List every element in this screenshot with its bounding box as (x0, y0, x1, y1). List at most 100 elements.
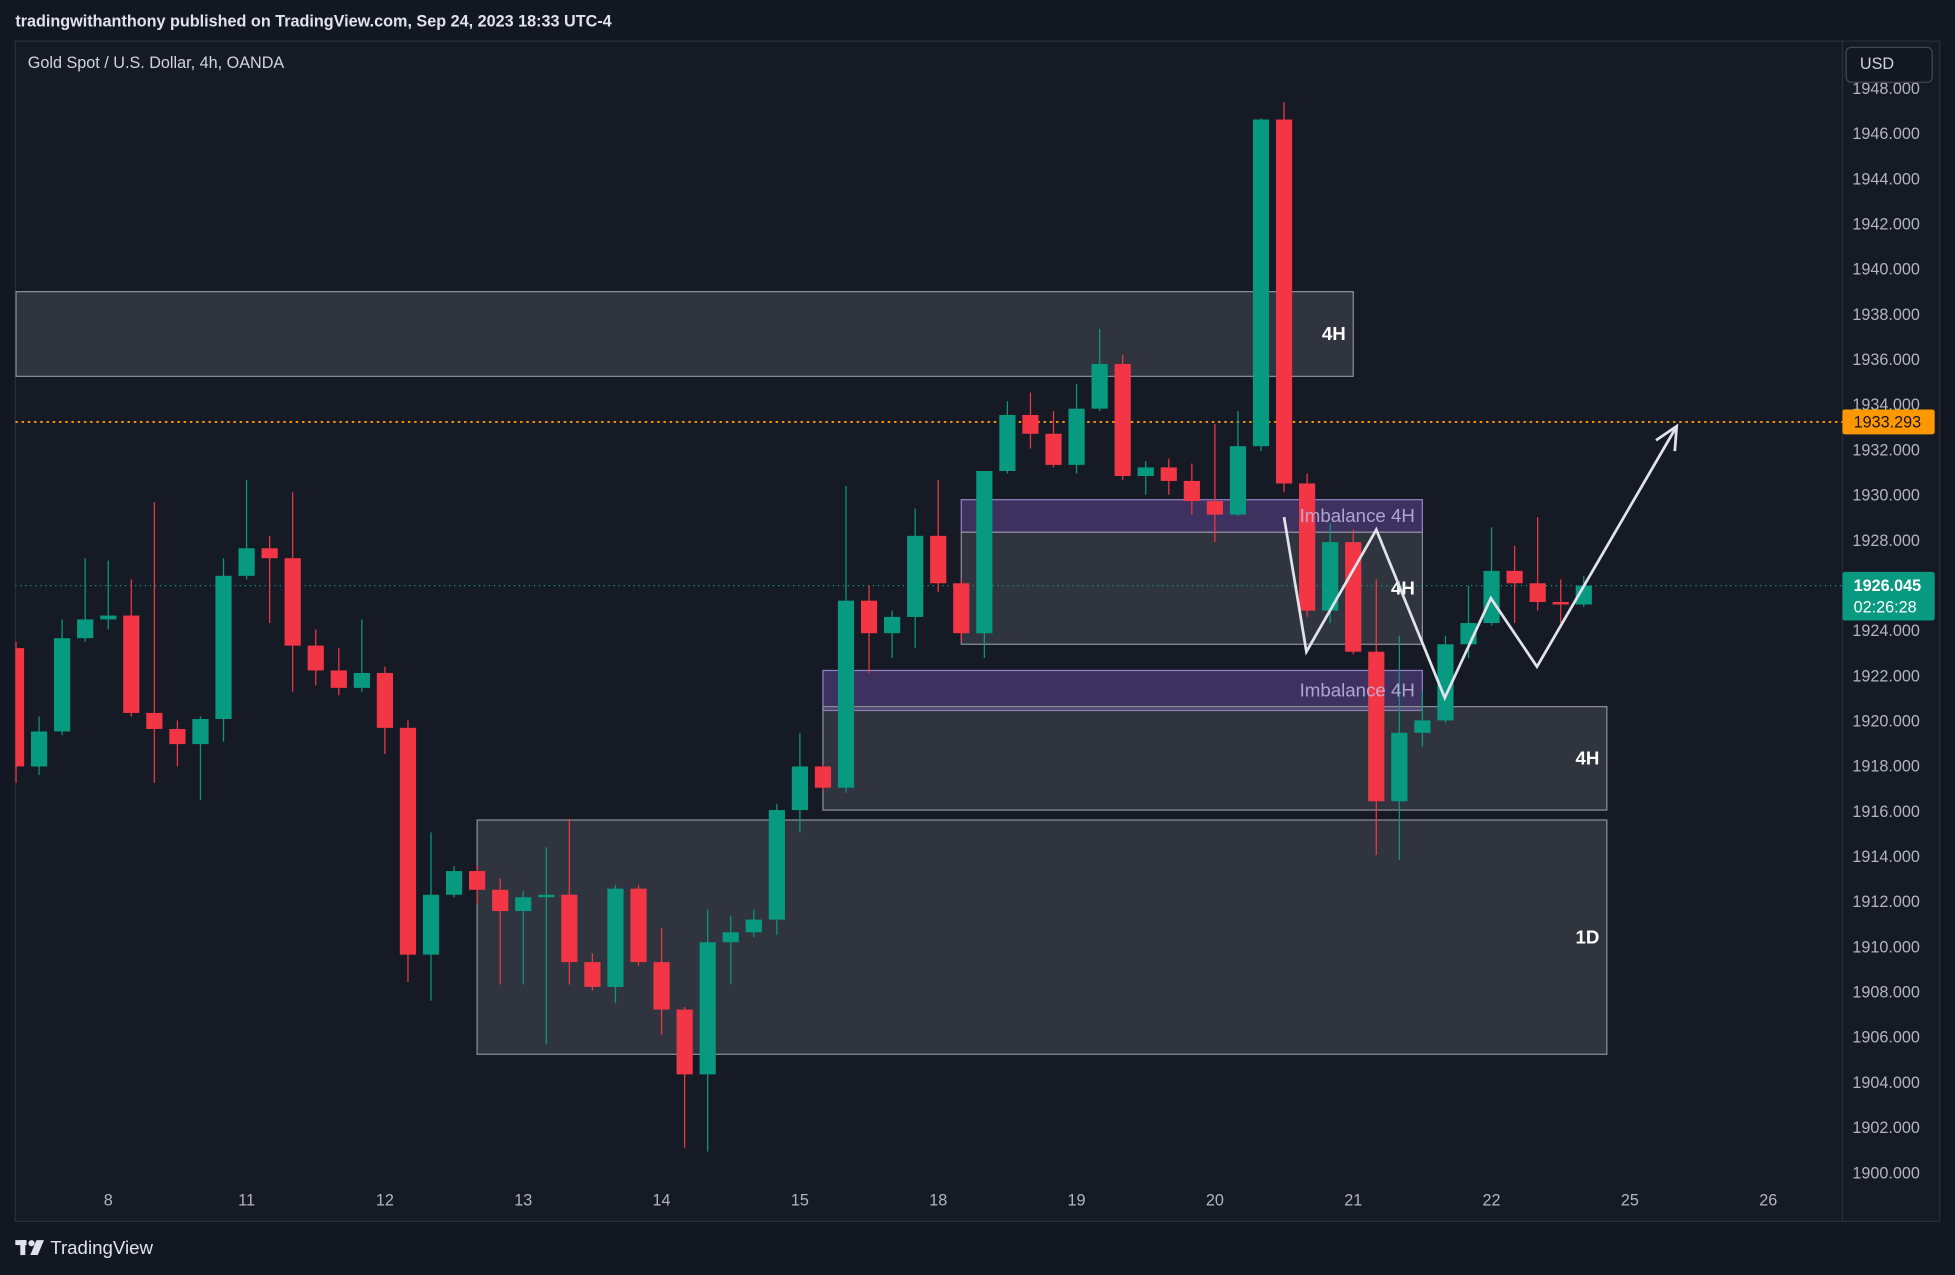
y-tick-label: 1906.000 (1852, 1029, 1920, 1047)
candle-body (1391, 732, 1408, 802)
candle-body (492, 889, 509, 912)
y-tick-label: 1920.000 (1852, 712, 1920, 730)
zone-label: 4H (1575, 748, 1599, 769)
y-tick-label: 1944.000 (1852, 170, 1920, 188)
x-tick-label: 15 (791, 1192, 809, 1210)
currency-label[interactable]: USD (1860, 55, 1894, 73)
projection-path (1282, 425, 1678, 702)
zone (15, 291, 1354, 377)
candle-body (1345, 542, 1362, 652)
y-tick-label: 1900.000 (1852, 1164, 1920, 1182)
candle-body (1022, 414, 1039, 434)
candle-body (15, 648, 25, 767)
candle-body (1114, 363, 1131, 476)
x-tick-label: 14 (653, 1192, 671, 1210)
price-level-badge (1842, 409, 1935, 435)
candle-body (1137, 467, 1154, 476)
candle-body (376, 672, 394, 728)
candle-body (54, 638, 71, 732)
candle-body (1229, 446, 1247, 515)
y-tick-label: 1918.000 (1852, 758, 1920, 776)
bar-countdown: 02:26:28 (1854, 598, 1917, 616)
last-price-label: 1926.045 (1854, 577, 1922, 595)
logo-part (20, 1240, 26, 1256)
x-tick-label: 18 (929, 1192, 947, 1210)
candle-body (215, 575, 232, 720)
y-tick-label: 1940.000 (1852, 261, 1920, 279)
candle-body (768, 810, 785, 920)
symbol-title: Gold Spot / U.S. Dollar, 4h, OANDA (28, 54, 285, 72)
candle-body (1299, 483, 1316, 611)
candle-body (330, 670, 347, 688)
candle-body (1275, 119, 1293, 484)
candle-body (192, 719, 209, 745)
y-tick-label: 1904.000 (1852, 1074, 1920, 1092)
x-tick-label: 20 (1206, 1192, 1224, 1210)
y-tick-label: 1948.000 (1852, 80, 1920, 98)
y-tick-label: 1942.000 (1852, 216, 1920, 234)
x-tick-label: 12 (376, 1192, 394, 1210)
zone-label: 1D (1575, 926, 1599, 947)
y-tick-label: 1936.000 (1852, 351, 1920, 369)
x-tick-label: 26 (1759, 1192, 1777, 1210)
candle-body (284, 558, 301, 646)
candle-body (1414, 720, 1431, 733)
y-tick-label: 1914.000 (1852, 848, 1920, 866)
y-tick-label: 1908.000 (1852, 984, 1920, 1002)
footer-brand: TradingView (50, 1237, 153, 1258)
x-tick-label: 8 (104, 1192, 113, 1210)
candle-body (77, 619, 94, 639)
candle-body (791, 766, 809, 811)
candle-body (1529, 583, 1546, 603)
candle-body (1183, 480, 1200, 502)
y-tick-label: 1922.000 (1852, 667, 1920, 685)
candle-body (422, 894, 440, 955)
y-tick-label: 1928.000 (1852, 532, 1920, 550)
logo-part (28, 1240, 35, 1247)
x-tick-label: 13 (514, 1192, 532, 1210)
candle-body (146, 712, 163, 729)
x-tick-label: 21 (1344, 1192, 1362, 1210)
candle-body (1368, 651, 1385, 802)
candle-body (538, 894, 555, 898)
candle-body (745, 919, 762, 933)
imbalance-label: Imbalance 4H (1300, 680, 1415, 701)
candle-body (1552, 602, 1569, 605)
candle-body (930, 535, 947, 584)
logo-part (30, 1240, 44, 1256)
tradingview-logo (15, 1240, 44, 1256)
price-level-label: 1933.293 (1854, 413, 1922, 431)
x-tick-label: 22 (1483, 1192, 1501, 1210)
candle-body (860, 600, 878, 634)
y-tick-label: 1930.000 (1852, 487, 1920, 505)
candle-body (515, 897, 532, 912)
zone (476, 819, 1608, 1055)
candle-body (169, 728, 186, 745)
candle-body (999, 414, 1016, 472)
candle-body (261, 548, 278, 559)
candle-body (1091, 363, 1108, 409)
candle-body (1437, 644, 1454, 721)
candle-body (1068, 408, 1085, 465)
candle-body (445, 871, 463, 895)
candle-body (1252, 119, 1270, 447)
y-tick-label: 1902.000 (1852, 1119, 1920, 1137)
candle-body (722, 932, 739, 943)
candle-body (814, 766, 832, 788)
candle-body (676, 1009, 693, 1075)
y-tick-label: 1910.000 (1852, 938, 1920, 956)
candle-body (653, 962, 670, 1010)
y-tick-label: 1916.000 (1852, 803, 1920, 821)
candle-body (630, 888, 647, 963)
candle-body (1206, 501, 1223, 515)
candle-body (307, 645, 324, 671)
candle-body (238, 548, 255, 576)
candle-body (100, 615, 117, 620)
projection-arrowhead (1655, 423, 1679, 452)
imbalance-zone (822, 669, 1424, 712)
currency-button[interactable] (1845, 46, 1933, 83)
zone-label: 4H (1322, 323, 1346, 344)
